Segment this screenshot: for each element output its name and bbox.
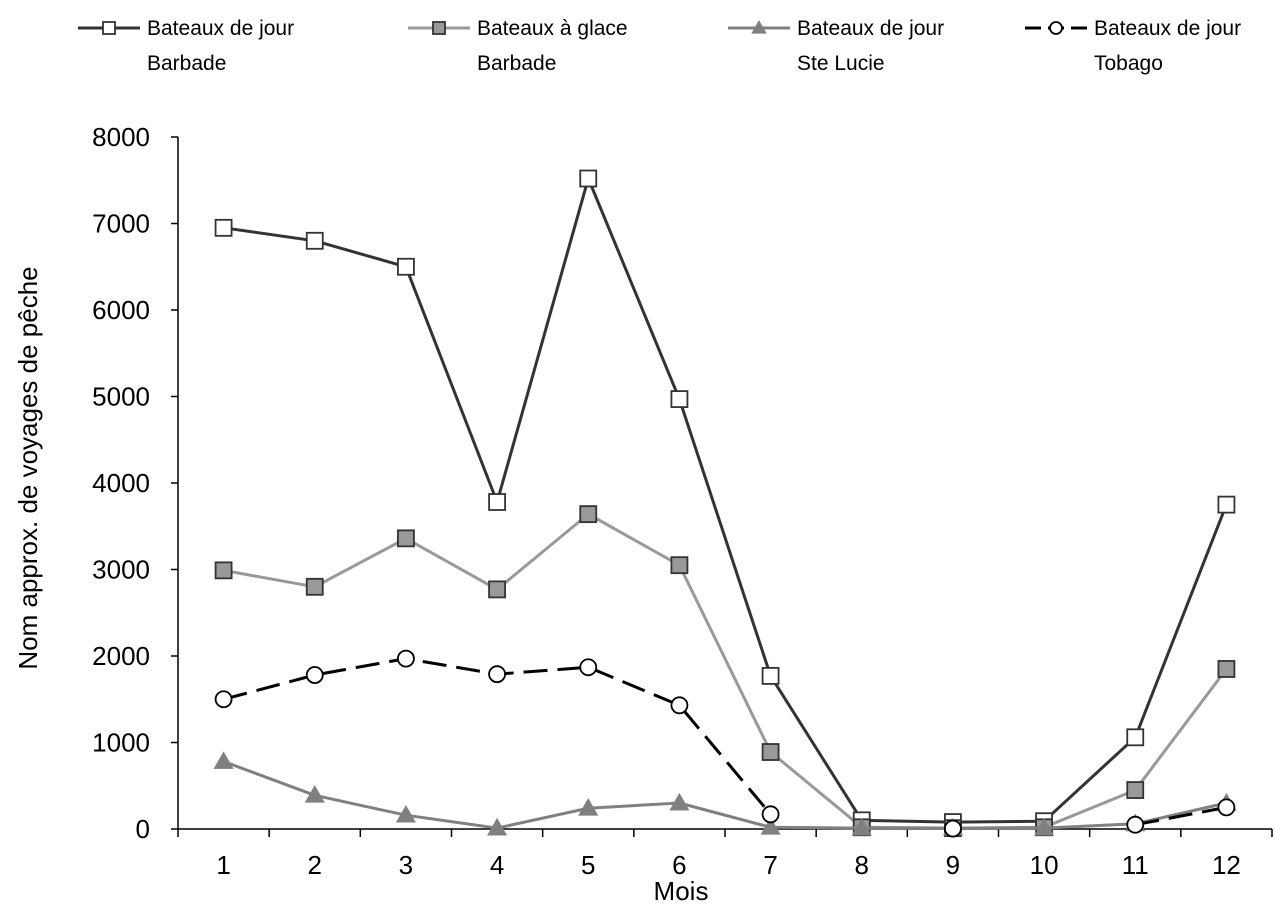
series-4-point	[1217, 798, 1236, 817]
y-tick-label: 4000	[92, 468, 150, 498]
series-1-point	[670, 390, 689, 408]
y-tick-label: 5000	[92, 382, 150, 412]
legend-entry-4: Bateaux de jour Tobago	[1025, 17, 1241, 75]
series-3-point	[851, 817, 872, 836]
x-tick-label: 6	[672, 850, 686, 880]
legend-label-line1: Bateaux de jour	[147, 17, 294, 40]
legend-swatch-marker	[1049, 21, 1063, 35]
series-2-point	[670, 556, 689, 575]
series-2-point	[1217, 660, 1236, 678]
y-tick-label: 7000	[92, 209, 150, 239]
series-3-point	[304, 785, 325, 803]
series-2-point	[761, 743, 780, 761]
series-3-point	[395, 804, 416, 823]
series-1-point	[305, 231, 324, 250]
legend-swatch-marker	[751, 20, 767, 34]
legend-label-line2: Ste Lucie	[797, 52, 885, 75]
y-tick-label: 3000	[92, 555, 150, 585]
series-4-point	[670, 696, 689, 715]
legend-label-line1: Bateaux de jour	[797, 17, 944, 40]
series-2-point	[397, 529, 415, 548]
legend-swatch-marker	[432, 21, 446, 35]
series-3-point	[669, 792, 690, 811]
series-1-point	[397, 257, 415, 276]
x-tick-label: 1	[216, 850, 230, 880]
series-3-point	[578, 798, 599, 816]
series-1-point	[761, 666, 780, 685]
series-4-point	[397, 649, 415, 668]
series-4-point	[214, 690, 233, 709]
x-tick-label: 11	[1122, 850, 1149, 880]
legend-label-line2: Tobago	[1094, 52, 1163, 75]
series-4-line	[1135, 805, 1227, 827]
series-group	[213, 169, 1237, 838]
series-2-point	[305, 577, 324, 596]
series-1-point	[214, 218, 233, 237]
series-3-point	[1034, 817, 1055, 836]
series-1-point	[579, 169, 598, 188]
x-tick-label: 8	[855, 850, 869, 880]
y-tick-label: 2000	[92, 641, 150, 671]
y-tick-label: 8000	[92, 122, 150, 152]
series-2-point	[214, 561, 233, 580]
series-2-point	[579, 505, 598, 524]
x-tick-label: 4	[490, 850, 504, 880]
series-4-point	[488, 665, 506, 684]
series-4-point	[1126, 815, 1145, 834]
legend-label-line2: Barbade	[477, 52, 556, 75]
legend-swatch-marker	[102, 21, 116, 35]
legend-label-line2: Barbade	[147, 52, 226, 75]
series-1-line	[223, 177, 1228, 824]
series-1	[214, 169, 1236, 831]
series-3-point	[487, 817, 508, 836]
legend-entry-2: Bateaux à glace Barbade	[408, 17, 628, 75]
x-tick-label: 2	[308, 850, 322, 880]
series-2-line	[223, 512, 1228, 830]
x-axis-title: Mois	[654, 876, 709, 905]
x-tick-label: 3	[399, 850, 413, 880]
legend-label-line1: Bateaux de jour	[1094, 17, 1241, 40]
series-1-point	[1217, 495, 1236, 514]
series-3	[213, 751, 1237, 836]
series-4-point	[944, 819, 962, 838]
y-axis-title: Nom approx. de voyages de pêche	[13, 266, 43, 669]
x-tick-label: 10	[1030, 850, 1059, 880]
series-4	[214, 649, 1236, 838]
series-3-point	[760, 817, 781, 835]
legend-entry-1: Bateaux de jour Barbade	[78, 17, 294, 75]
legend: Bateaux de jour Barbade Bateaux à glace Bar…	[78, 17, 1241, 75]
x-tick-label: 9	[946, 850, 960, 880]
x-tick-label: 5	[581, 850, 595, 880]
series-1-point	[488, 493, 506, 511]
x-tick-label: 7	[763, 850, 777, 880]
series-3-point	[213, 751, 234, 769]
x-tick-label: 12	[1212, 850, 1241, 880]
series-3-line	[223, 760, 1227, 830]
y-tick-label: 1000	[92, 728, 150, 758]
legend-entry-3: Bateaux de jour Ste Lucie	[728, 17, 944, 75]
series-2-point	[1126, 781, 1145, 799]
y-tick-label: 6000	[92, 295, 150, 325]
series-1-point	[1126, 728, 1145, 747]
y-tick-label: 0	[136, 814, 150, 844]
series-2-point	[488, 580, 506, 599]
series-4-point	[761, 805, 780, 824]
series-4-point	[305, 666, 324, 684]
legend-label-line1: Bateaux à glace	[477, 17, 628, 40]
series-4-point	[579, 658, 598, 677]
